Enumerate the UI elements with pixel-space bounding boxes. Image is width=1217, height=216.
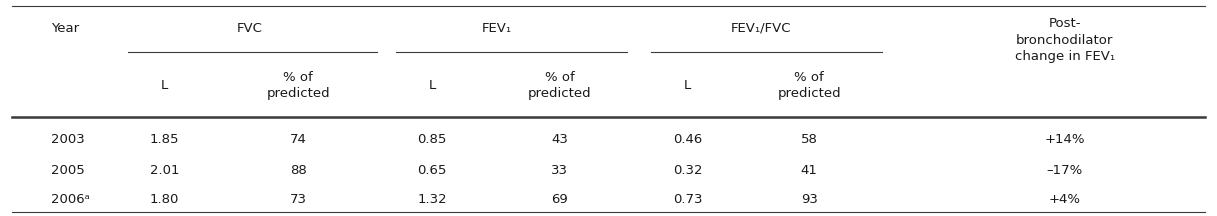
Text: 2003: 2003 bbox=[51, 133, 85, 146]
Text: 43: 43 bbox=[551, 133, 568, 146]
Text: Year: Year bbox=[51, 22, 79, 35]
Text: 93: 93 bbox=[801, 193, 818, 206]
Text: 0.46: 0.46 bbox=[673, 133, 702, 146]
Text: % of
predicted: % of predicted bbox=[778, 71, 841, 100]
Text: 0.65: 0.65 bbox=[417, 164, 447, 177]
Text: 58: 58 bbox=[801, 133, 818, 146]
Text: FEV₁/FVC: FEV₁/FVC bbox=[730, 22, 791, 35]
Text: Post-
bronchodilator
change in FEV₁: Post- bronchodilator change in FEV₁ bbox=[1015, 17, 1115, 63]
Text: 1.85: 1.85 bbox=[150, 133, 179, 146]
Text: 88: 88 bbox=[290, 164, 307, 177]
Text: 1.32: 1.32 bbox=[417, 193, 447, 206]
Text: 74: 74 bbox=[290, 133, 307, 146]
Text: 2005: 2005 bbox=[51, 164, 85, 177]
Text: 0.32: 0.32 bbox=[673, 164, 702, 177]
Text: FVC: FVC bbox=[236, 22, 263, 35]
Text: 1.80: 1.80 bbox=[150, 193, 179, 206]
Text: 0.73: 0.73 bbox=[673, 193, 702, 206]
Text: +14%: +14% bbox=[1044, 133, 1086, 146]
Text: L: L bbox=[161, 79, 168, 92]
Text: 73: 73 bbox=[290, 193, 307, 206]
Text: L: L bbox=[684, 79, 691, 92]
Text: +4%: +4% bbox=[1049, 193, 1081, 206]
Text: % of
predicted: % of predicted bbox=[267, 71, 330, 100]
Text: 33: 33 bbox=[551, 164, 568, 177]
Text: L: L bbox=[428, 79, 436, 92]
Text: 2.01: 2.01 bbox=[150, 164, 179, 177]
Text: –17%: –17% bbox=[1047, 164, 1083, 177]
Text: % of
predicted: % of predicted bbox=[528, 71, 591, 100]
Text: 41: 41 bbox=[801, 164, 818, 177]
Text: 2006ᵃ: 2006ᵃ bbox=[51, 193, 90, 206]
Text: FEV₁: FEV₁ bbox=[482, 22, 511, 35]
Text: 0.85: 0.85 bbox=[417, 133, 447, 146]
Text: 69: 69 bbox=[551, 193, 568, 206]
